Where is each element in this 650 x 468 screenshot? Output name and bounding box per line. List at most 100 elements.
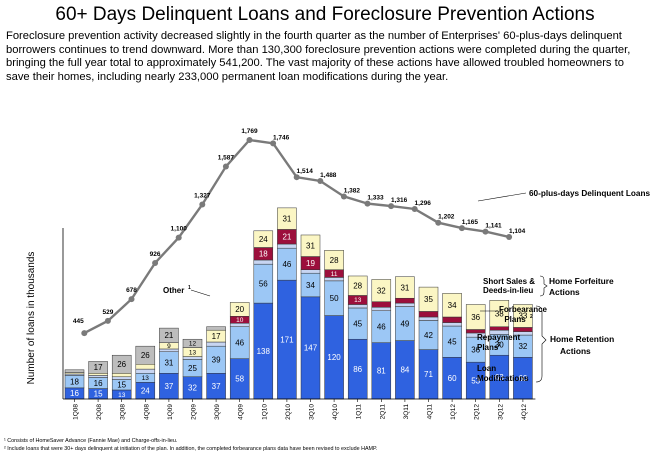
bar-segment-other-early [64, 369, 85, 373]
bar-label: 13 [354, 297, 362, 304]
bar-label: 10 [236, 317, 244, 324]
line-value-label: 1,769 [241, 128, 258, 135]
line-value-label: 445 [73, 318, 84, 325]
bar-segment-forbearance-plans [135, 368, 156, 374]
bar-label: 46 [282, 260, 291, 269]
bar-label: 81 [377, 367, 386, 376]
bar-label: 18 [70, 377, 79, 386]
bar-segment-forbearance-plans [182, 356, 203, 360]
bar-label: 25 [188, 364, 197, 373]
bar-label: 50 [330, 294, 339, 303]
bar-label: 33 [518, 312, 527, 321]
bar-segment-other [489, 326, 510, 331]
bar-segment-other-early [182, 338, 203, 348]
x-tick-label: 2Q12 [474, 404, 481, 420]
bar-label: 30 [495, 341, 504, 350]
x-tick-label: 3Q11 [403, 404, 410, 420]
legend-forbearance-sup: 2 [530, 314, 533, 320]
line-point [152, 259, 159, 266]
line-point [482, 228, 489, 235]
bar-label: 147 [304, 344, 318, 353]
bar-segment-other [418, 311, 439, 318]
line-point [128, 296, 135, 303]
legend-line-leader [477, 192, 527, 202]
legend-repayment-label-2: Plans [477, 343, 499, 352]
bar-label: 16 [70, 389, 79, 398]
x-tick-label: 1Q08 [73, 404, 80, 420]
footnote-1: ¹ Consists of HomeSaver Advance (Fannie … [4, 438, 178, 444]
bar-segment-short-sales [229, 302, 250, 317]
line-point [388, 203, 395, 210]
bar-label: 63 [495, 373, 504, 382]
line-value-label: 1,316 [391, 197, 408, 204]
bar-label: 13 [118, 392, 126, 399]
bar-segment-other [395, 297, 415, 304]
bar-segment-forbearance-plans [300, 269, 321, 274]
bar-label: 19 [306, 259, 315, 268]
bar-label: 60 [448, 374, 457, 383]
bar-label: 26 [141, 351, 150, 360]
bar-label: 15 [94, 390, 103, 399]
x-tick-label: 1Q09 [167, 404, 174, 420]
line-value-label: 1,382 [344, 187, 361, 194]
x-tick-label: 4Q12 [521, 404, 528, 420]
footnotes: ¹ Consists of HomeSaver Advance (Fannie … [4, 437, 644, 453]
bar-label: 45 [353, 319, 362, 328]
legend-repayment-sup: 2 [498, 342, 501, 348]
bar-label: 45 [448, 337, 457, 346]
legend-short-sales-label-2: Deeds-in-lieu [483, 286, 533, 295]
bar-label: 46 [377, 323, 386, 332]
line-point [293, 174, 300, 181]
line-point [364, 200, 371, 207]
line-value-label: 1,746 [273, 134, 290, 141]
x-tick-label: 2Q11 [379, 404, 386, 420]
line-value-label: 1,165 [462, 219, 479, 226]
legend-other-leader [190, 289, 211, 297]
line-value-label: 1,104 [509, 228, 526, 235]
line-point [270, 140, 277, 147]
x-tick-label: 3Q08 [120, 404, 127, 420]
bar-segment-short-sales [277, 207, 297, 230]
bar-segment-forbearance-plans [88, 375, 108, 378]
bar-label: 34 [306, 281, 315, 290]
bar-segment-other-early [135, 345, 156, 365]
legend-forfeiture-brace [539, 275, 548, 297]
bar-label: 46 [235, 339, 244, 348]
x-tick-label: 2Q09 [191, 404, 198, 420]
bar-segment-short-sales [324, 250, 344, 270]
bar-label: 15 [117, 381, 126, 390]
bar-label: 36 [471, 345, 480, 354]
bar-label: 31 [400, 283, 409, 292]
x-tick-label: 3Q09 [214, 404, 221, 420]
line-point [317, 177, 324, 184]
bar-label: 37 [164, 382, 173, 391]
legend-loan-mod-label-1: Loan [477, 364, 496, 373]
bar-segment-short-sales [442, 293, 462, 318]
bar-segment-forbearance-plans [324, 277, 344, 282]
line-point [458, 225, 465, 232]
bar-label: 36 [471, 313, 480, 322]
bar-label: 24 [259, 235, 268, 244]
bar-label: 28 [330, 256, 339, 265]
line-value-label: 1,327 [194, 192, 211, 199]
bar-segment-other-early [159, 327, 179, 343]
x-tick-label: 2Q08 [96, 404, 103, 420]
bar-label: 34 [448, 301, 457, 310]
legend-forbearance-label-2: Plans [504, 315, 526, 324]
bar-segment-short-sales [88, 373, 108, 376]
bar-segment-short-sales [513, 304, 533, 328]
bar-label: 53 [471, 376, 480, 385]
bar-segment-forbearance-plans [371, 307, 392, 311]
bar-label: 31 [306, 242, 315, 251]
bar-label: 71 [424, 370, 433, 379]
bar-segment-forbearance-plans [206, 341, 226, 347]
bar-label: 42 [424, 331, 433, 340]
line-value-label: 1,333 [367, 195, 384, 202]
x-tick-label: 1Q10 [261, 404, 268, 420]
bar-label: 21 [164, 331, 173, 340]
bar-label: 21 [282, 233, 291, 242]
line-point [411, 205, 418, 212]
line-layer: 445 529 678 926 1,100 1,327 1,587 1,769 1,746 1,5… [73, 128, 526, 337]
bar-label: 39 [212, 356, 221, 365]
bar-segment-short-sales [489, 300, 510, 327]
